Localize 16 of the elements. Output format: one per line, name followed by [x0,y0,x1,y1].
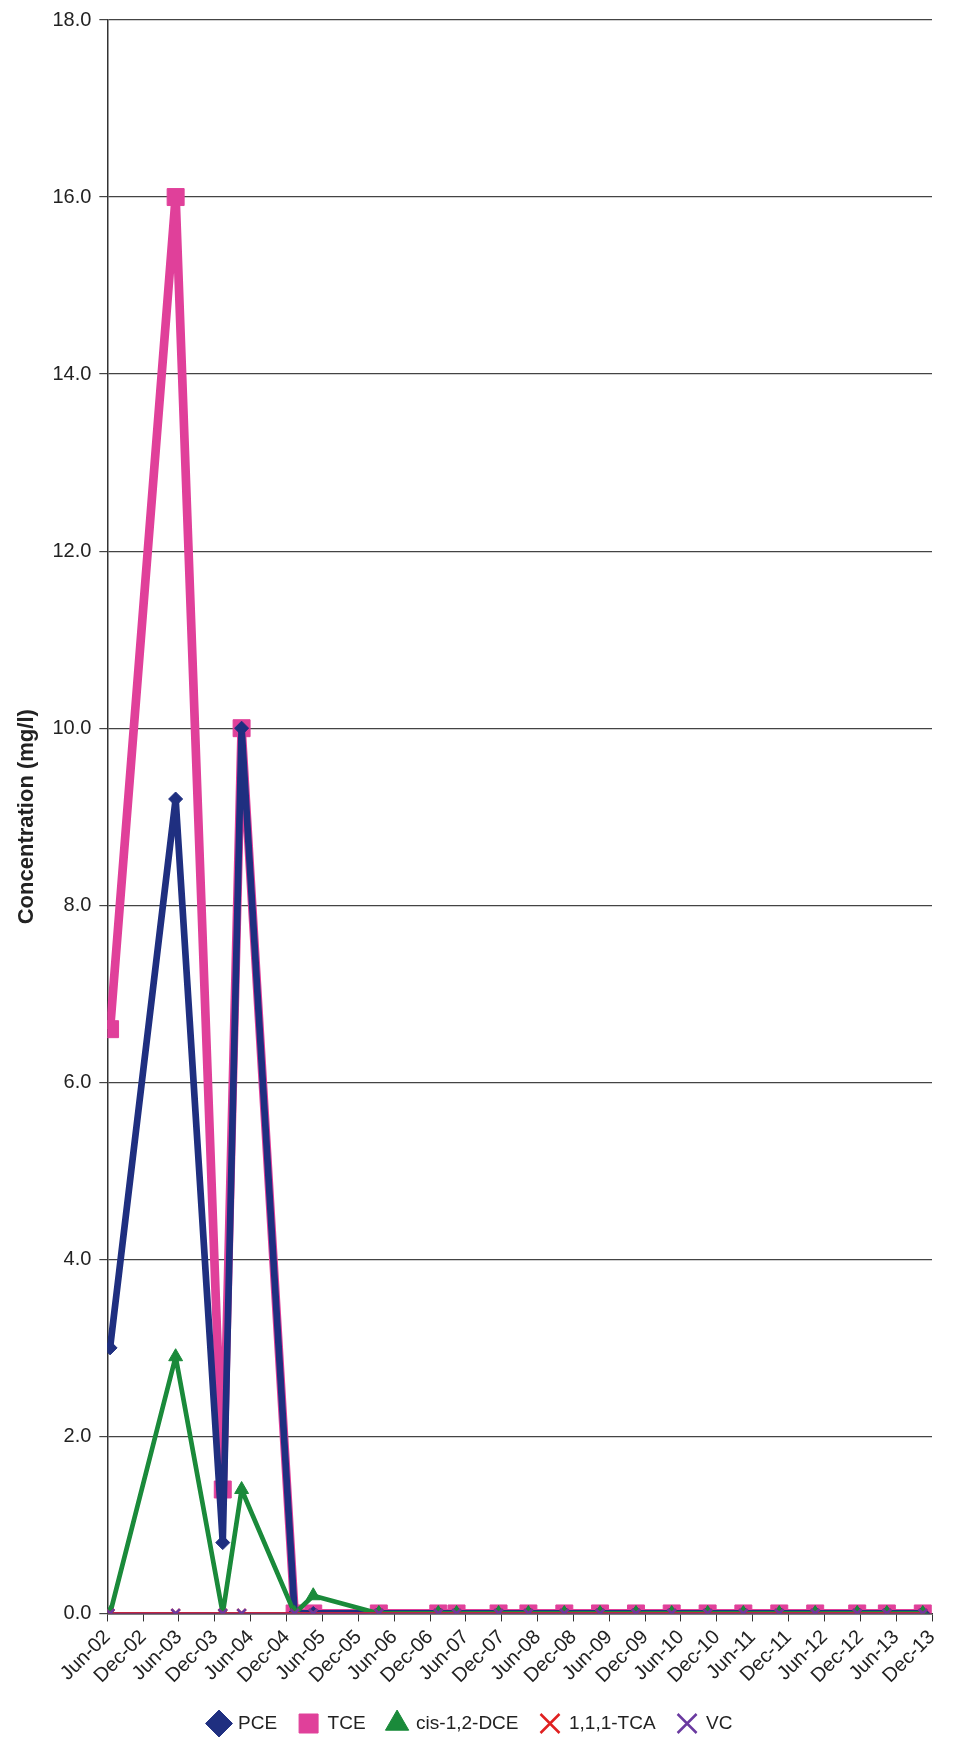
y-tick-label: 18.0 [52,7,92,30]
y-tick-label: 12.0 [52,538,92,561]
y-axis-title: Concentration (mg/l) [13,709,39,925]
legend-label: TCE [327,1711,366,1733]
legend-label: VC [706,1711,733,1733]
y-tick-label: 6.0 [63,1069,92,1092]
legend-label: cis-1,2-DCE [416,1711,519,1733]
y-tick-label: 2.0 [63,1423,92,1446]
y-tick-label: 0.0 [63,1600,92,1623]
legend-label: PCE [238,1711,278,1733]
y-tick-label: 14.0 [52,361,92,384]
y-tick-label: 10.0 [52,715,92,738]
legend-label: 1,1,1-TCA [569,1711,656,1733]
y-tick-label: 16.0 [52,184,92,207]
y-tick-label: 8.0 [63,892,92,915]
y-tick-label: 4.0 [63,1246,92,1269]
